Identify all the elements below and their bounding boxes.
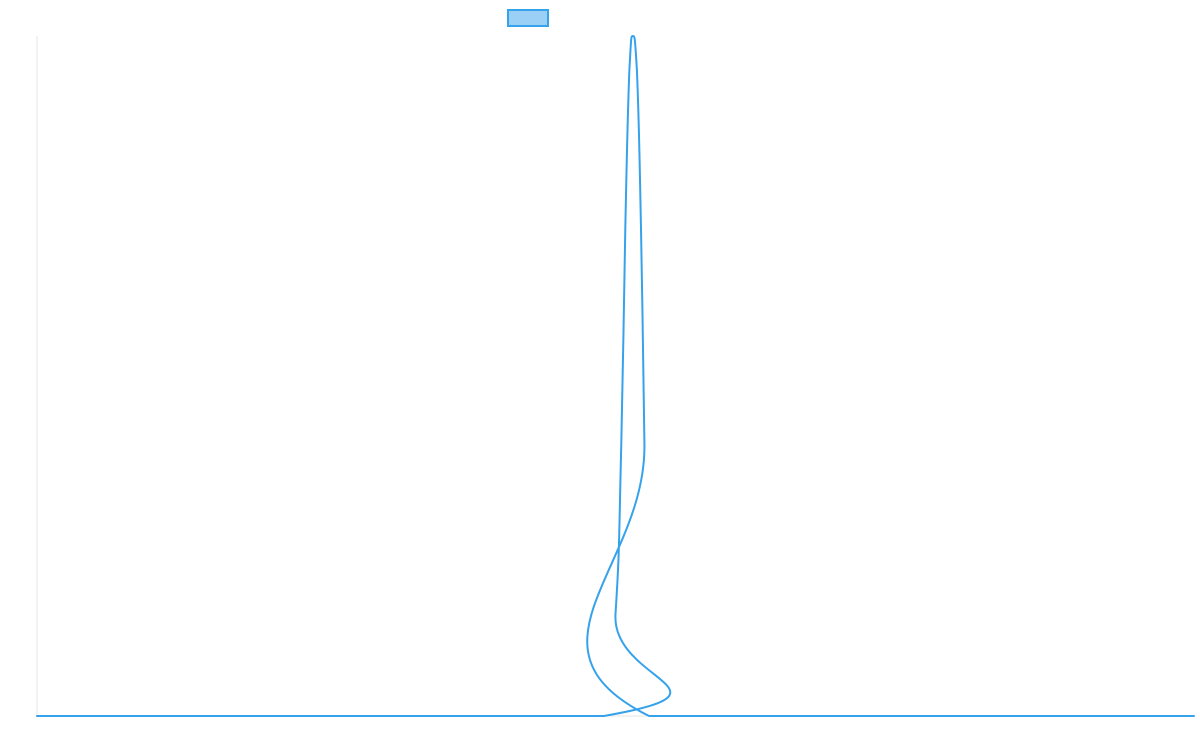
legend-item-0[interactable] bbox=[507, 9, 549, 27]
legend-swatch[interactable] bbox=[507, 9, 549, 27]
series-line-0 bbox=[36, 35, 1195, 718]
legend[interactable] bbox=[507, 9, 549, 27]
series-layer bbox=[36, 35, 1195, 718]
